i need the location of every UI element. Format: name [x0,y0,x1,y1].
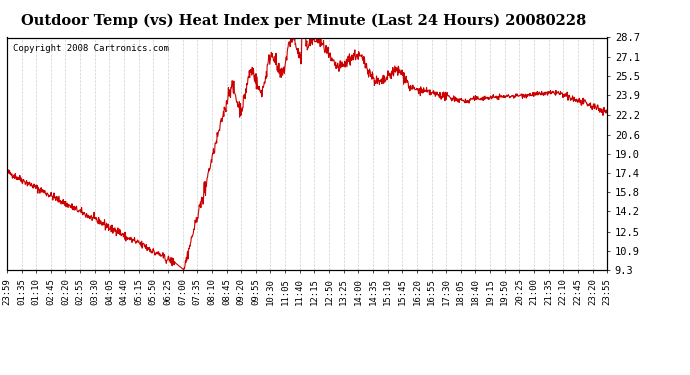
Text: Outdoor Temp (vs) Heat Index per Minute (Last 24 Hours) 20080228: Outdoor Temp (vs) Heat Index per Minute … [21,13,586,27]
Text: Copyright 2008 Cartronics.com: Copyright 2008 Cartronics.com [13,45,169,54]
